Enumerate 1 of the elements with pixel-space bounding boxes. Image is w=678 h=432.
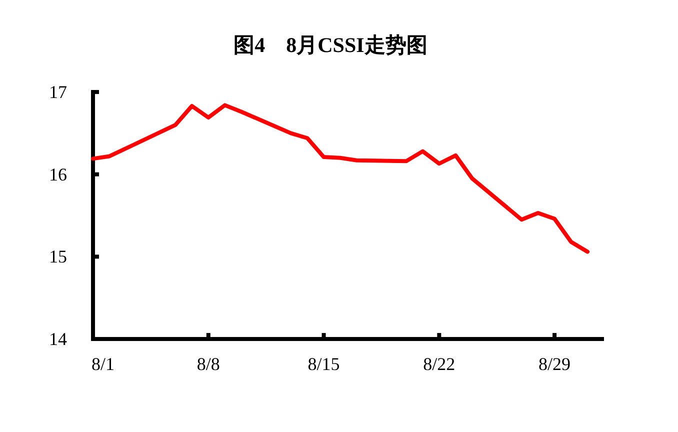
title: 图4 8月CSSI走势图 (234, 33, 428, 57)
